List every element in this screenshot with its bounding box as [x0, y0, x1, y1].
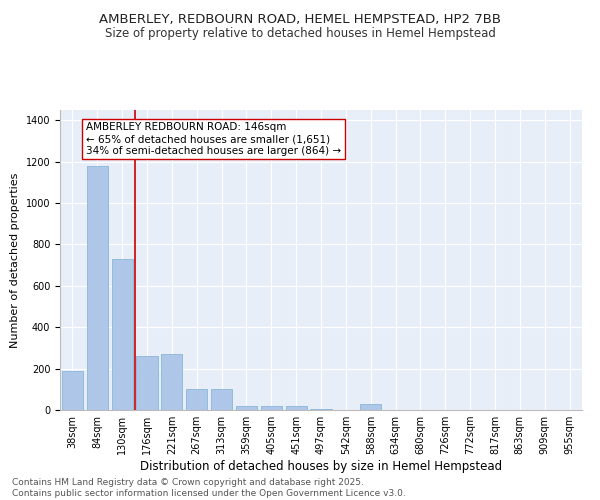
Bar — [310, 409, 332, 410]
Bar — [286, 406, 307, 410]
Bar — [62, 370, 83, 410]
Bar — [360, 404, 381, 410]
Bar — [211, 390, 232, 410]
Bar — [136, 356, 158, 410]
Bar — [112, 259, 133, 410]
Bar — [236, 406, 257, 410]
Text: Size of property relative to detached houses in Hemel Hempstead: Size of property relative to detached ho… — [104, 28, 496, 40]
Bar — [261, 406, 282, 410]
Bar — [87, 166, 108, 410]
Bar — [161, 354, 182, 410]
Bar — [186, 390, 207, 410]
X-axis label: Distribution of detached houses by size in Hemel Hempstead: Distribution of detached houses by size … — [140, 460, 502, 473]
Text: Contains HM Land Registry data © Crown copyright and database right 2025.
Contai: Contains HM Land Registry data © Crown c… — [12, 478, 406, 498]
Text: AMBERLEY REDBOURN ROAD: 146sqm
← 65% of detached houses are smaller (1,651)
34% : AMBERLEY REDBOURN ROAD: 146sqm ← 65% of … — [86, 122, 341, 156]
Y-axis label: Number of detached properties: Number of detached properties — [10, 172, 20, 348]
Text: AMBERLEY, REDBOURN ROAD, HEMEL HEMPSTEAD, HP2 7BB: AMBERLEY, REDBOURN ROAD, HEMEL HEMPSTEAD… — [99, 12, 501, 26]
